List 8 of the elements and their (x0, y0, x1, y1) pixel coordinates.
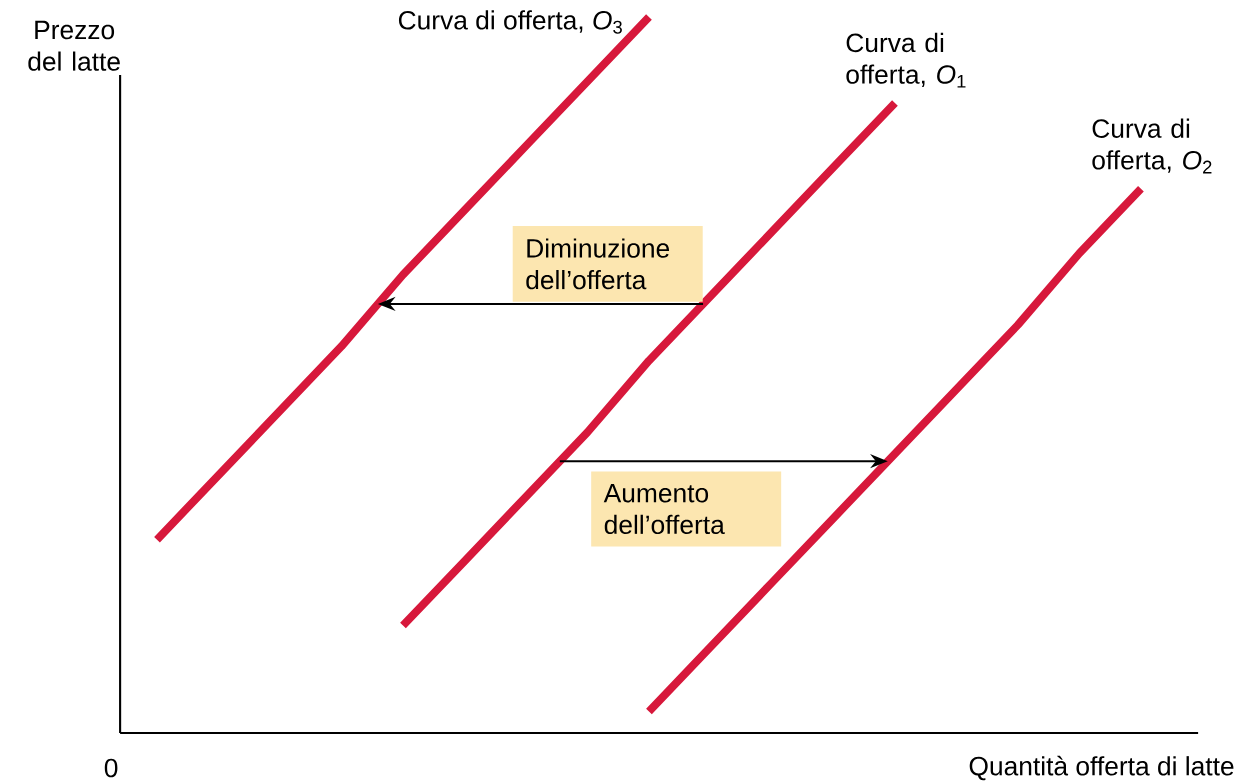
text: 0 (104, 758, 118, 778)
annotation: Aumento dell’offerta (603, 484, 725, 535)
series-label: Curva di offerta, O$_{3}$ (398, 10, 622, 34)
x-axis-title: Quantità offerta di latte (969, 755, 1234, 781)
series-label: Curva di offerta, O$_{2}$ (1092, 118, 1212, 174)
annotation: Diminuzione dell’offerta (526, 238, 670, 290)
y-axis-title: Prezzo del latte (28, 20, 120, 71)
series-label: Curva di offerta, O$_{1}$ (846, 32, 966, 88)
